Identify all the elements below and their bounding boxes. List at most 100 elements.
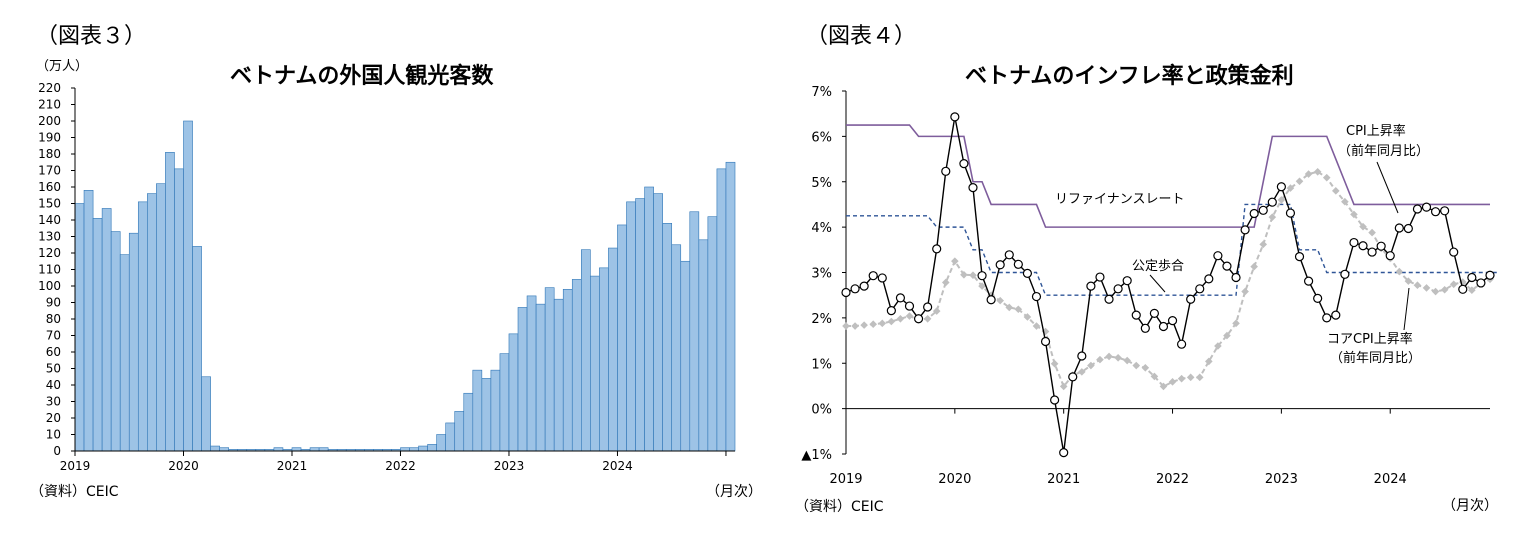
label-cpi-sub: （前年同月比）: [1338, 143, 1429, 159]
y-tick-label: 110: [38, 263, 61, 277]
cpi-point: [1421, 202, 1432, 212]
core-cpi-point: [923, 314, 932, 323]
y-tick-label: 130: [38, 230, 61, 244]
cpi-point: [1449, 247, 1459, 257]
y-tick-label: 200: [38, 114, 61, 128]
cpi-point: [1086, 281, 1096, 291]
core-cpi-point: [1177, 374, 1186, 383]
label-core-cpi: コアCPI上昇率: [1327, 331, 1413, 347]
cpi-point: [1158, 321, 1169, 332]
bar: [201, 376, 211, 452]
cpi-point: [1213, 251, 1223, 261]
cpi-point: [959, 159, 969, 169]
core-cpi-point: [1050, 359, 1059, 368]
core-cpi-pointer: [1403, 287, 1410, 331]
cpi-point: [1267, 197, 1277, 207]
bar: [535, 303, 546, 452]
x-tick-label: 2019: [60, 459, 91, 473]
series-refinance-rate: [846, 124, 1490, 228]
core-cpi-point: [905, 312, 914, 320]
core-cpi-point: [1159, 382, 1168, 391]
discount-pointer: [1149, 274, 1166, 293]
core-cpi-point: [1350, 210, 1358, 219]
y-tick-label: 0%: [811, 403, 832, 418]
cpi-point: [1013, 259, 1023, 269]
y-tick-label: 1%: [811, 357, 832, 372]
cpi-point: [986, 295, 996, 305]
x-tick-label: 2024: [1374, 472, 1407, 487]
bar: [716, 168, 727, 452]
cpi-point: [1440, 206, 1450, 216]
core-cpi-point: [1105, 352, 1113, 361]
x-tick-label: 2020: [168, 459, 199, 473]
cpi-point: [1376, 241, 1386, 251]
y-tick-label: 3%: [811, 267, 832, 282]
core-cpi-point: [1304, 170, 1313, 178]
bar: [192, 246, 202, 452]
bar: [725, 161, 736, 452]
cpi-point: [1222, 261, 1232, 271]
cpi-point: [1303, 276, 1314, 286]
cpi-point: [1358, 241, 1368, 251]
core-cpi-point: [1223, 331, 1231, 340]
figure-label: （図表３）: [36, 24, 147, 49]
bar: [174, 168, 184, 452]
core-cpi-point: [1295, 177, 1304, 186]
core-cpi-point: [1341, 197, 1349, 206]
core-cpi-point: [1087, 361, 1095, 370]
bar: [608, 247, 618, 452]
bar: [418, 445, 428, 452]
cpi-point: [1204, 274, 1214, 284]
y-tick-label: 150: [38, 197, 61, 211]
bar: [707, 216, 718, 452]
x-tick-label: 2024: [602, 459, 633, 473]
core-cpi-point: [1123, 356, 1131, 365]
cpi-point: [1113, 284, 1123, 294]
y-tick-label: 90: [46, 296, 61, 310]
cpi-point: [1050, 395, 1060, 405]
y-tick-label: ▲1%: [801, 448, 832, 463]
core-cpi-point: [1440, 285, 1449, 294]
cpi-point: [1149, 308, 1159, 318]
core-cpi-point: [1250, 262, 1258, 271]
cpi-point: [841, 287, 851, 298]
core-cpi-point: [941, 278, 950, 287]
source-note: （資料）CEIC: [30, 484, 119, 500]
core-cpi-point: [1005, 303, 1014, 312]
bar: [644, 186, 654, 452]
cpi-point: [850, 284, 860, 294]
y-axis-unit: （万人）: [36, 59, 89, 74]
y-tick-label: 2%: [811, 312, 832, 327]
cpi-point: [1031, 291, 1042, 302]
core-cpi-point: [1168, 378, 1177, 386]
y-tick-label: 4%: [811, 221, 832, 236]
cpi-point: [1285, 208, 1296, 218]
cpi-point: [1104, 294, 1114, 304]
y-tick-label: 40: [46, 378, 61, 392]
line-chart: ▲1% 0% 1% 2% 3% 4% 5% 6% 7% 2019 2020 2021 2022 2023 2…: [801, 85, 1500, 487]
y-tick-label: 5%: [811, 176, 832, 191]
bar: [626, 201, 636, 452]
x-tick-label: 2022: [1156, 472, 1189, 487]
cpi-point: [1022, 268, 1033, 279]
bar: [581, 249, 591, 452]
series-core-cpi: [846, 170, 1491, 389]
core-cpi-point: [842, 322, 850, 330]
figure-3: （図表３） ベトナムの外国人観光客数 （万人） 0 10 20 30 40 50 60 70 8…: [30, 24, 762, 500]
bar: [210, 445, 220, 452]
y-tick-label: 0: [53, 444, 61, 458]
cpi-point: [868, 271, 878, 281]
cpi-point: [1077, 351, 1087, 361]
bar: [590, 275, 600, 452]
cpi-point: [886, 306, 896, 316]
bar: [165, 152, 175, 452]
cpi-point: [1040, 336, 1051, 347]
bar: [92, 218, 103, 452]
core-cpi-point: [1150, 372, 1159, 381]
y-tick-label: 210: [38, 98, 61, 112]
y-tick-label: 60: [46, 345, 61, 359]
chart-title: ベトナムの外国人観光客数: [230, 64, 494, 89]
cpi-point: [1349, 237, 1359, 248]
core-cpi-point: [1404, 277, 1413, 285]
bar: [508, 333, 519, 452]
